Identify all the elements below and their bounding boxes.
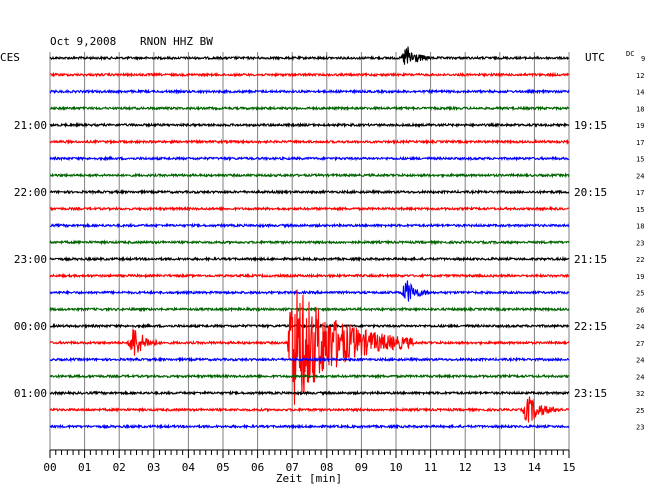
trace-row-19 [49, 373, 570, 380]
left-time-label: 23:00 [14, 253, 47, 266]
dc-offset-label: 19 [636, 122, 644, 130]
dc-offset-label: 18 [636, 105, 644, 113]
dc-offset-label: 12 [636, 72, 644, 80]
plot-grid [49, 52, 570, 450]
trace-row-11 [49, 239, 570, 246]
trace-row-0 [49, 46, 570, 65]
trace-row-20 [49, 389, 570, 397]
left-time-label: 22:00 [14, 186, 47, 199]
dc-offset-label: 19 [636, 273, 644, 281]
x-tick-label: 07 [286, 461, 299, 474]
dc-offset-label: 17 [636, 189, 644, 197]
trace-row-18 [49, 356, 570, 363]
trace-row-4 [49, 121, 569, 129]
x-tick-label: 06 [251, 461, 264, 474]
right-time-label: 19:15 [574, 119, 607, 132]
left-time-label: 01:00 [14, 387, 47, 400]
dc-offset-label: 15 [636, 156, 644, 164]
x-tick-label: 15 [562, 461, 575, 474]
right-time-labels: 19:15 20:15 21:15 22:15 23:15 [574, 119, 607, 400]
trace-row-6 [49, 155, 570, 162]
left-time-labels: 21:00 22:00 23:00 00:00 01:00 [14, 119, 47, 400]
dc-offset-label: 32 [636, 390, 644, 398]
dc-offset-label: 25 [636, 290, 644, 298]
x-tick-label: 03 [147, 461, 160, 474]
plot-axes [49, 449, 570, 458]
left-time-label: 21:00 [14, 119, 47, 132]
dc-offset-label: 9 [641, 55, 645, 63]
dc-offset-label: 14 [636, 89, 644, 97]
dc-offset-labels: 9 12 14 18 19 17 15 24 17 15 18 23 22 19 25 26 24 27 24 24 3… [636, 55, 645, 432]
right-time-label: 21:15 [574, 253, 607, 266]
dc-offset-label: 22 [636, 256, 644, 264]
station-label: RNON HHZ BW [140, 35, 213, 48]
dc-offset-label: 24 [636, 373, 644, 381]
x-tick-label: 13 [493, 461, 506, 474]
seismic-traces [49, 46, 570, 430]
trace-row-10 [49, 222, 570, 229]
trace-row-8 [49, 188, 570, 196]
dc-offset-label: 24 [636, 323, 644, 331]
x-tick-label: 10 [389, 461, 402, 474]
x-tick-labels: 00 01 02 03 04 05 06 07 08 09 10 11 12 13 14 15 [43, 461, 575, 474]
trace-row-17 [49, 289, 570, 405]
trace-row-2 [49, 88, 570, 95]
trace-row-7 [49, 172, 570, 179]
trace-row-9 [50, 205, 570, 212]
trace-row-13 [49, 272, 570, 279]
dc-offset-label: 15 [636, 206, 644, 214]
dc-offset-label: 27 [636, 340, 644, 348]
x-tick-label: 02 [113, 461, 126, 474]
dc-offset-label: 24 [636, 357, 644, 365]
x-tick-label: 01 [78, 461, 91, 474]
dc-offset-label: 18 [636, 223, 644, 231]
trace-row-5 [49, 138, 570, 145]
dc-offset-label: 23 [636, 424, 644, 432]
dc-offset-label: 24 [636, 172, 644, 180]
trace-row-3 [49, 105, 570, 112]
left-time-label: 00:00 [14, 320, 47, 333]
x-tick-label: 04 [182, 461, 196, 474]
x-axis-title: Zeit [min] [276, 472, 342, 485]
trace-row-12 [49, 255, 570, 263]
trace-row-22 [49, 423, 570, 430]
x-tick-label: 09 [355, 461, 368, 474]
date-label: Oct 9,2008 [50, 35, 116, 48]
dc-offset-label: 23 [636, 239, 644, 247]
x-tick-label: 11 [424, 461, 437, 474]
dc-offset-label: 25 [636, 407, 644, 415]
dc-offset-label: 26 [636, 306, 644, 314]
right-time-label: 22:15 [574, 320, 607, 333]
trace-row-21 [49, 396, 570, 423]
right-timezone-label: UTC [585, 51, 605, 64]
right-time-label: 20:15 [574, 186, 607, 199]
left-timezone-label: CES [0, 51, 20, 64]
dc-offset-label: 17 [636, 139, 644, 147]
x-tick-label: 08 [320, 461, 333, 474]
right-time-label: 23:15 [574, 387, 607, 400]
x-tick-label: 14 [528, 461, 542, 474]
trace-row-14 [49, 280, 570, 302]
x-tick-label: 00 [43, 461, 56, 474]
dc-header-label: DC [626, 50, 634, 58]
trace-row-1 [49, 71, 570, 78]
x-tick-label: 12 [459, 461, 472, 474]
x-tick-label: 05 [216, 461, 229, 474]
